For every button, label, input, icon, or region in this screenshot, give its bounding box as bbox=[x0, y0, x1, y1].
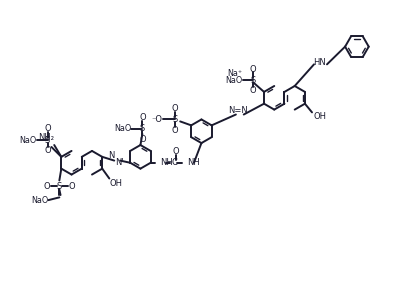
Text: O: O bbox=[250, 86, 256, 95]
Text: N': N' bbox=[115, 158, 124, 168]
Text: O: O bbox=[69, 182, 75, 191]
Text: NH₂: NH₂ bbox=[38, 133, 55, 143]
Text: O: O bbox=[250, 65, 256, 74]
Text: NaO: NaO bbox=[114, 124, 132, 133]
Text: O: O bbox=[44, 124, 51, 133]
Text: O: O bbox=[43, 182, 50, 191]
Text: S: S bbox=[140, 124, 145, 133]
Text: S: S bbox=[250, 76, 256, 85]
Text: N=N: N=N bbox=[228, 106, 248, 115]
Text: O: O bbox=[139, 135, 146, 144]
Text: S: S bbox=[45, 136, 50, 145]
Text: S: S bbox=[172, 115, 177, 124]
Text: ⁻O: ⁻O bbox=[152, 115, 163, 124]
Text: NaO: NaO bbox=[19, 136, 36, 145]
Text: NaO: NaO bbox=[31, 196, 48, 205]
Text: O: O bbox=[44, 146, 51, 156]
Text: OH: OH bbox=[313, 112, 326, 121]
Text: NH: NH bbox=[187, 158, 199, 167]
Text: C: C bbox=[171, 158, 177, 167]
Text: O: O bbox=[139, 113, 146, 122]
Text: N: N bbox=[108, 151, 115, 160]
Text: S: S bbox=[57, 182, 62, 191]
Text: HN: HN bbox=[314, 58, 326, 67]
Text: O: O bbox=[173, 147, 180, 156]
Text: NaO: NaO bbox=[226, 76, 243, 85]
Text: O: O bbox=[171, 126, 178, 135]
Text: O: O bbox=[171, 104, 178, 113]
Text: NH: NH bbox=[160, 158, 173, 167]
Text: OH: OH bbox=[109, 179, 122, 188]
Text: Na⁺: Na⁺ bbox=[228, 69, 243, 78]
